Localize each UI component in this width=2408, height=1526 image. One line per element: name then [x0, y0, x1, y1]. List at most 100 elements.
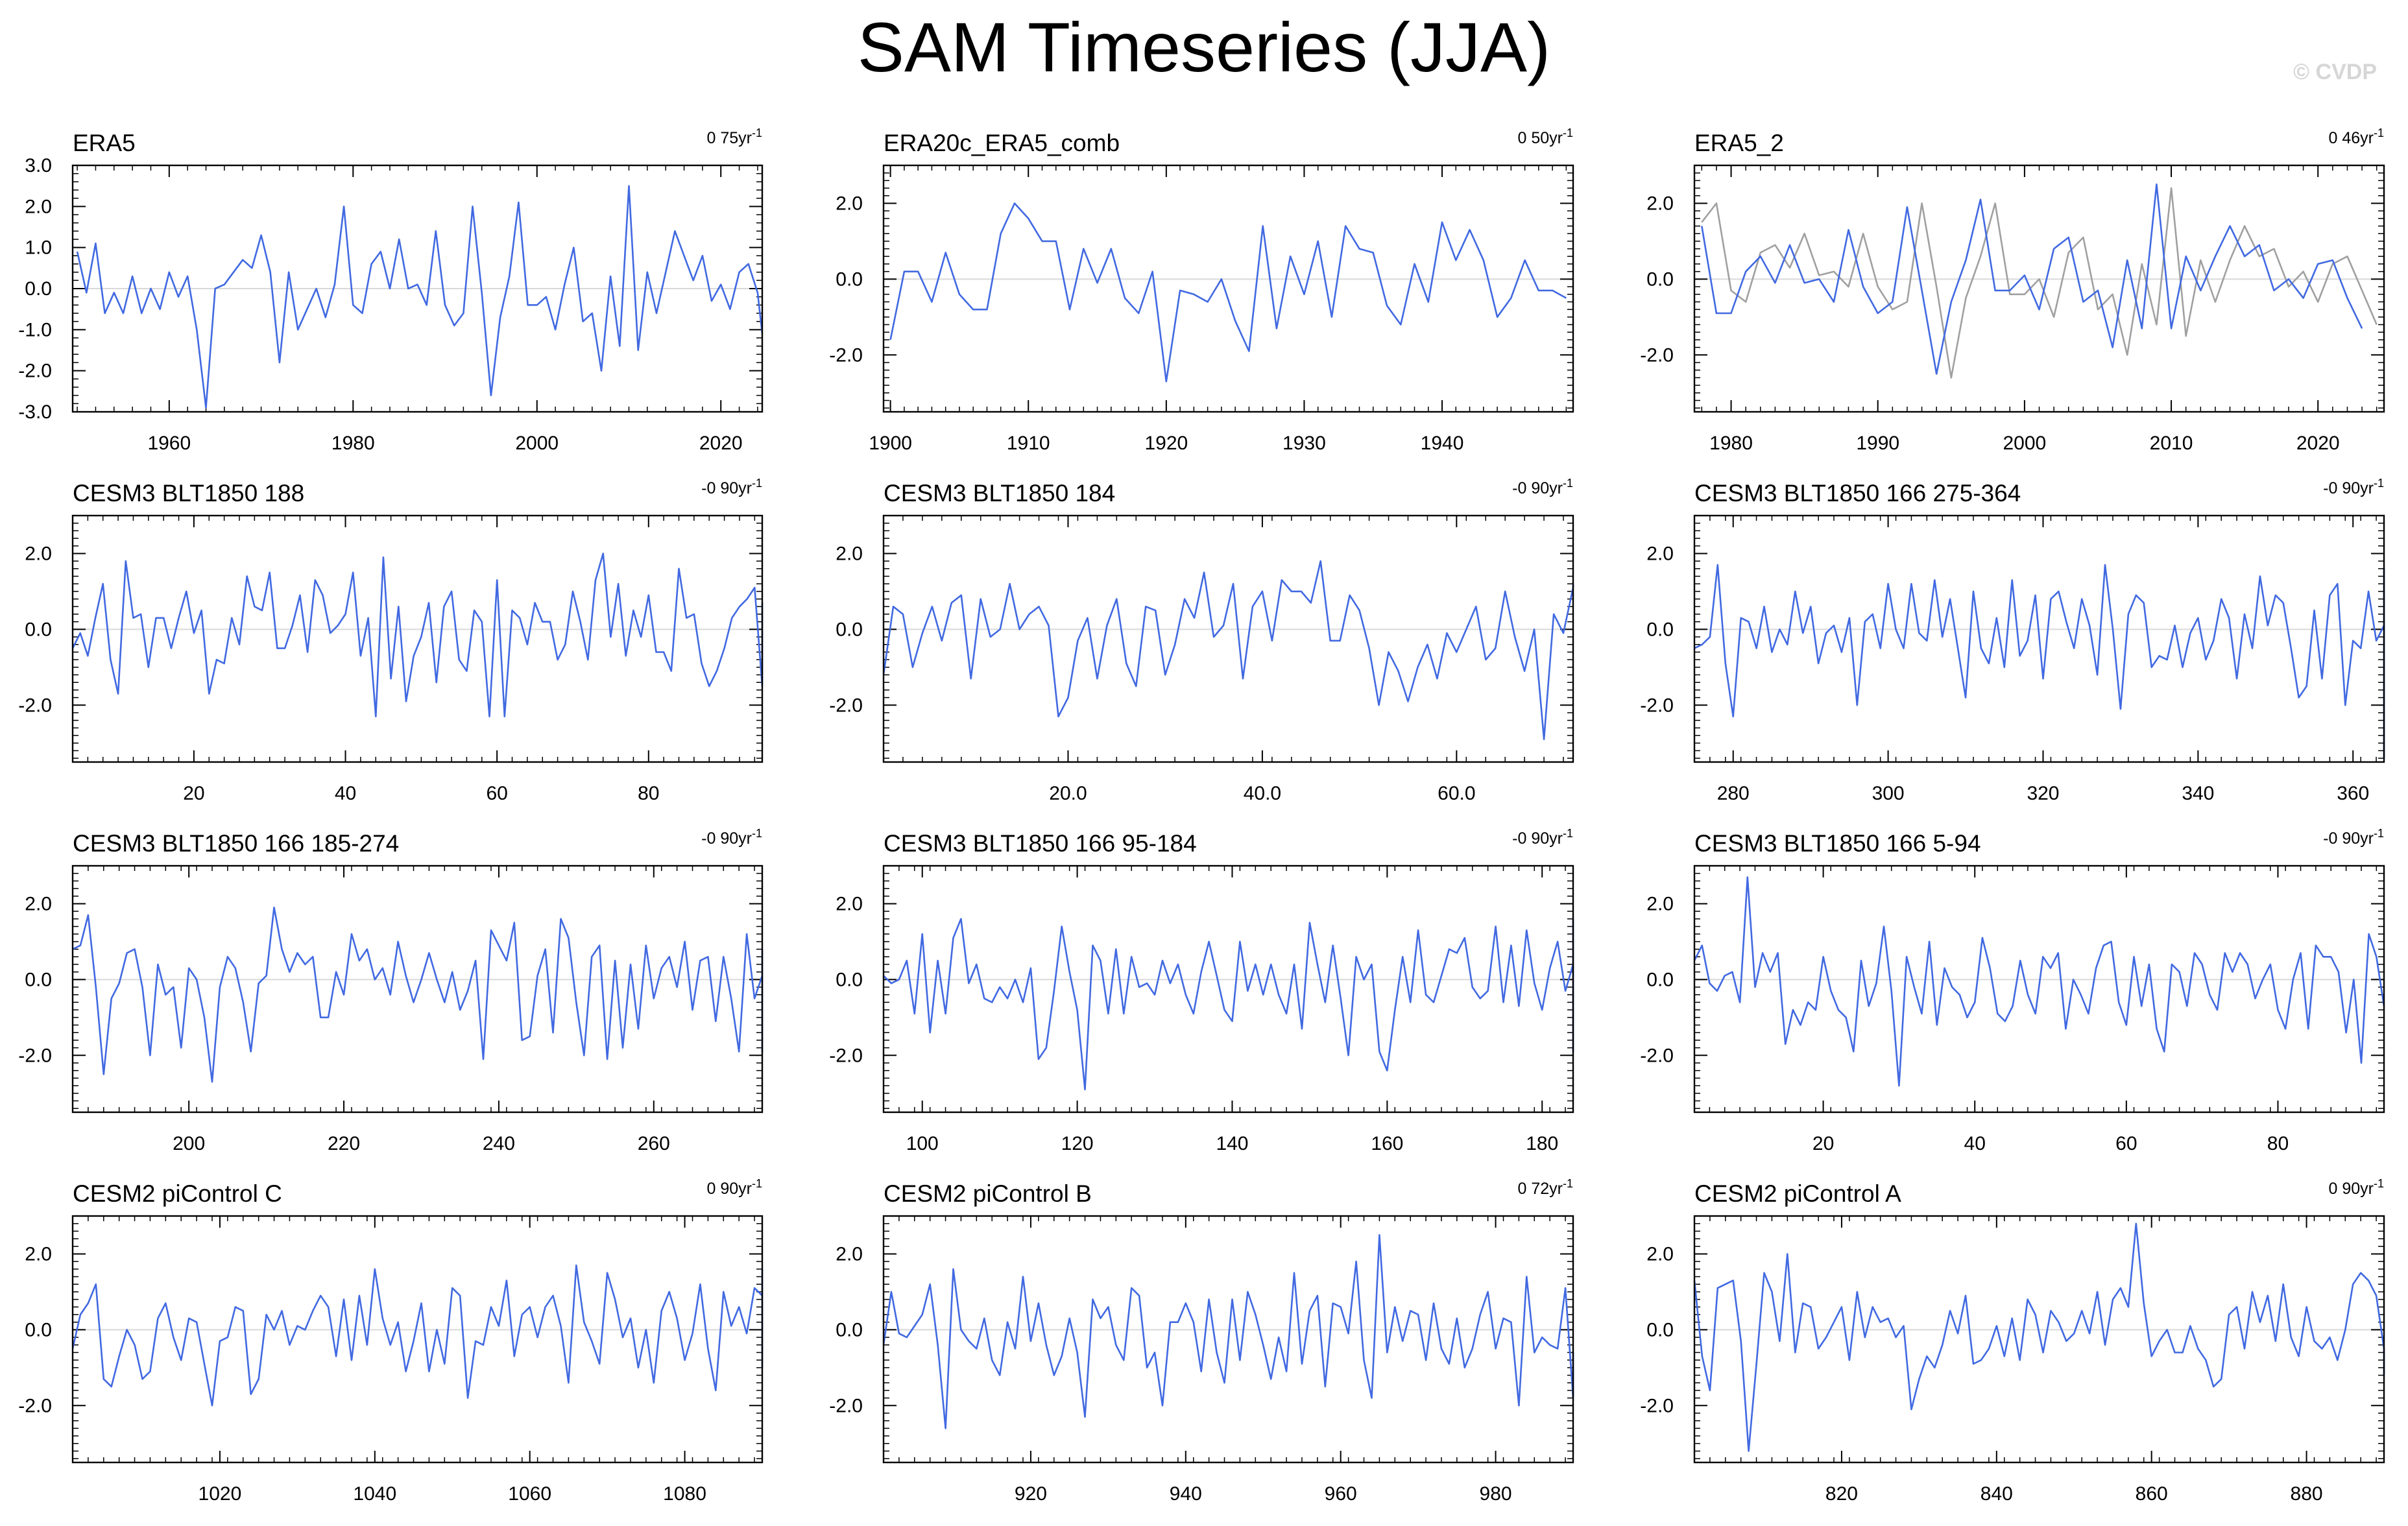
x-tick-label: 100	[906, 1133, 939, 1154]
y-tick-label: 0.0	[836, 969, 863, 990]
x-tick-label: 1920	[1144, 433, 1188, 454]
y-tick-label: 1.0	[25, 237, 52, 259]
series-line	[883, 918, 1574, 1091]
y-tick-label: 2.0	[25, 196, 52, 217]
credit-watermark: © CVDP	[2293, 60, 2377, 84]
panel-5: CESM3 BLT1850 184 -0 90yr-1 20.0 40.0 60.0 -2…	[829, 477, 1574, 804]
series-line	[71, 1264, 764, 1407]
y-tick-label: -2.0	[18, 695, 52, 716]
panel-title: ERA5	[73, 130, 136, 156]
panel-7: CESM3 BLT1850 166 185-274 -0 90yr-1 200 220…	[18, 827, 764, 1154]
series-line	[889, 202, 1567, 383]
y-tick-label: -2.0	[829, 695, 863, 716]
panel-10: CESM2 piControl C 0 90yr-1 1020 1040 1060 108…	[18, 1177, 764, 1505]
x-tick-label: 1080	[663, 1483, 706, 1505]
series-line	[72, 907, 764, 1083]
series-line-secondary	[1701, 187, 2378, 379]
trend-label: 0 50yr-1	[1518, 126, 1574, 147]
x-tick-label: 340	[2182, 783, 2214, 804]
series-line	[1701, 183, 2363, 375]
panel-11: CESM2 piControl B 0 72yr-1 920 940 960 980 -2.…	[829, 1177, 1574, 1505]
trend-label: 0 72yr-1	[1518, 1177, 1574, 1198]
trend-exponent: -1	[2374, 126, 2384, 139]
trend-exponent: -1	[752, 1177, 762, 1190]
x-tick-label: 160	[1371, 1133, 1403, 1154]
trend-label: -0 90yr-1	[2323, 827, 2384, 848]
y-tick-label: 2.0	[1646, 893, 1674, 914]
plot-frame	[1693, 1215, 2385, 1464]
trend-exponent: -1	[2374, 1177, 2384, 1190]
x-tick-label: 240	[483, 1133, 515, 1154]
y-tick-label: 3.0	[25, 155, 52, 176]
series-line	[76, 185, 764, 409]
x-tick-label: 20	[183, 783, 204, 804]
y-tick-label: -2.0	[1640, 1395, 1674, 1416]
trend-label: 0 46yr-1	[2329, 126, 2385, 147]
trend-exponent: -1	[2374, 827, 2384, 840]
trend-label: -0 90yr-1	[701, 827, 762, 848]
y-tick-label: 2.0	[1646, 193, 1674, 214]
x-tick-label: 20	[1812, 1133, 1834, 1154]
y-tick-label: 2.0	[836, 1243, 863, 1265]
panel-title: CESM3 BLT1850 188	[73, 480, 304, 507]
y-tick-label: 0.0	[25, 619, 52, 640]
x-tick-label: 2020	[699, 433, 743, 454]
y-tick-label: -2.0	[829, 1395, 863, 1416]
y-tick-label: 0.0	[1646, 268, 1674, 290]
y-tick-label: 2.0	[25, 543, 52, 564]
x-tick-label: 20.0	[1049, 783, 1087, 804]
panel-3: ERA5_2 0 46yr-1 1980 1990 2000 2010 2020 -2.0 0.…	[1640, 126, 2385, 454]
series-line	[1693, 876, 2385, 1087]
x-tick-label: 260	[638, 1133, 670, 1154]
y-tick-label: -2.0	[1640, 344, 1674, 366]
series-line	[882, 1234, 1574, 1429]
panel-title: CESM3 BLT1850 184	[884, 480, 1115, 507]
plot-frame	[71, 514, 764, 763]
x-tick-label: 1990	[1856, 433, 1899, 454]
x-tick-label: 1900	[869, 433, 912, 454]
x-tick-label: 2000	[2003, 433, 2047, 454]
x-tick-label: 1980	[1709, 433, 1753, 454]
x-tick-label: 140	[1216, 1133, 1248, 1154]
trend-exponent: -1	[752, 477, 762, 490]
x-tick-label: 840	[1981, 1483, 2013, 1505]
y-tick-label: 2.0	[1646, 543, 1674, 564]
x-tick-label: 880	[2291, 1483, 2323, 1505]
trend-label: 0 75yr-1	[707, 126, 763, 147]
x-tick-label: 1060	[508, 1483, 551, 1505]
trend-exponent: -1	[1563, 1177, 1573, 1190]
y-tick-label: 0.0	[25, 278, 52, 300]
x-tick-label: 40	[1964, 1133, 1986, 1154]
series-line	[71, 553, 764, 718]
y-tick-label: -2.0	[1640, 695, 1674, 716]
trend-exponent: -1	[1563, 126, 1573, 139]
plot-frame	[71, 1215, 764, 1464]
y-tick-label: -2.0	[18, 361, 52, 382]
panel-1: ERA5 0 75yr-1 1960 1980 2000 2020 -3.0 -2.0 -1.0…	[18, 126, 764, 454]
panel-2: ERA20c_ERA5_comb 0 50yr-1 1900 1910 1920 1930…	[829, 126, 1574, 454]
panel-title: ERA20c_ERA5_comb	[884, 130, 1120, 156]
plot-frame	[882, 864, 1574, 1114]
panel-title: ERA5_2	[1694, 130, 1784, 156]
x-tick-label: 220	[328, 1133, 360, 1154]
x-tick-label: 320	[2027, 783, 2059, 804]
plot-frame	[71, 164, 764, 413]
x-tick-label: 40	[335, 783, 356, 804]
x-tick-label: 1980	[331, 433, 375, 454]
trend-exponent: -1	[752, 126, 762, 139]
trend-label: 0 90yr-1	[2329, 1177, 2385, 1198]
plot-frame	[1693, 164, 2385, 413]
panel-title: CESM2 piControl C	[73, 1180, 282, 1207]
y-tick-label: 0.0	[25, 969, 52, 990]
series-line	[1694, 564, 2385, 759]
y-tick-label: 2.0	[25, 893, 52, 914]
x-tick-label: 1930	[1282, 433, 1326, 454]
trend-label: -0 90yr-1	[701, 477, 762, 497]
x-tick-label: 40.0	[1244, 783, 1281, 804]
y-tick-label: 0.0	[25, 1319, 52, 1341]
panel-4: CESM3 BLT1850 188 -0 90yr-1 20 40 60 80 -2.0 0.…	[18, 477, 764, 804]
x-tick-label: 180	[1526, 1133, 1558, 1154]
y-tick-label: 2.0	[836, 193, 863, 214]
x-tick-label: 2010	[2150, 433, 2193, 454]
